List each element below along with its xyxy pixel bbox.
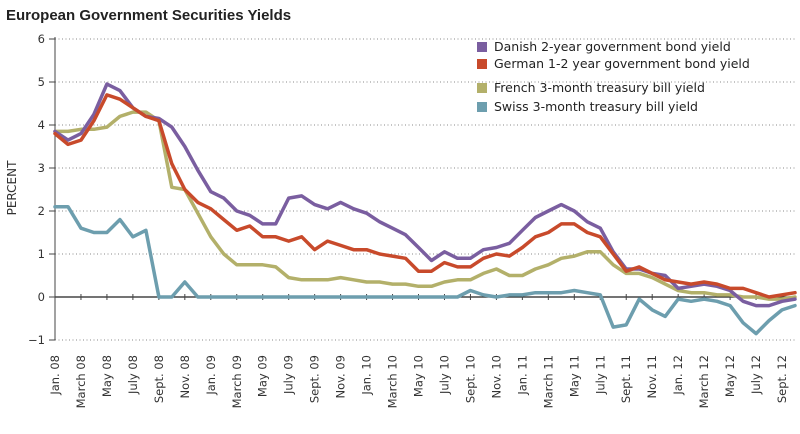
y-tick-label: 0 (38, 290, 45, 304)
x-tick-label: Jan. 09 (204, 355, 218, 396)
x-tick-label: July 11 (593, 355, 607, 395)
x-tick-label: May 09 (256, 355, 270, 397)
x-tick-label: May 10 (412, 355, 426, 397)
x-tick-label: Sept. 12 (775, 355, 789, 403)
y-axis-label: PERCENT (5, 160, 19, 215)
x-tick-label: July 09 (282, 355, 296, 395)
x-tick-label: March 08 (74, 355, 88, 408)
series-line-french (53, 110, 797, 301)
y-tick-label: 6 (38, 32, 45, 46)
y-tick-label: 3 (38, 161, 45, 175)
legend-swatch (477, 102, 487, 112)
series-line-swiss (53, 204, 797, 336)
x-tick-label: May 11 (567, 355, 581, 397)
x-tick-label: Sept. 08 (152, 355, 166, 403)
x-tick-label: Sept. 09 (308, 355, 322, 403)
y-tick-label: 5 (38, 75, 45, 89)
x-axis-ticks: Jan. 08 March 08 May 08 July 08 Sept. 08 Nov.… (48, 294, 789, 408)
x-tick-label: Jan. 11 (515, 355, 529, 396)
series-lines (53, 82, 797, 336)
legend-swatch (477, 83, 487, 93)
y-tick-label: −1 (28, 333, 45, 347)
x-tick-label: Jan. 12 (671, 355, 685, 396)
y-tick-label: 1 (38, 247, 45, 261)
legend-label: German 1-2 year government bond yield (494, 56, 750, 71)
x-tick-label: Sept. 10 (463, 355, 477, 403)
x-tick-label: July 10 (437, 355, 451, 395)
legend-swatch (477, 59, 487, 69)
x-tick-label: Jan. 10 (360, 355, 374, 396)
y-tick-label: 2 (38, 204, 45, 218)
x-tick-label: March 09 (230, 355, 244, 408)
chart-title: European Government Securities Yields (6, 7, 291, 24)
x-tick-label: Nov. 10 (489, 355, 503, 399)
x-tick-label: Nov. 11 (645, 355, 659, 399)
x-tick-label: July 08 (126, 355, 140, 395)
legend: Danish 2-year government bond yield Germa… (477, 39, 750, 114)
x-tick-label: Sept. 11 (619, 355, 633, 403)
legend-label: French 3-month treasury bill yield (494, 80, 705, 95)
x-tick-label: May 12 (723, 355, 737, 397)
y-axis-ticks: 6 5 4 3 2 1 0 −1 (28, 32, 56, 347)
x-tick-label: Nov. 08 (178, 355, 192, 399)
legend-label: Swiss 3-month treasury bill yield (494, 99, 698, 114)
legend-label: Danish 2-year government bond yield (494, 39, 731, 54)
x-tick-label: March 10 (386, 355, 400, 408)
x-tick-label: Nov. 09 (334, 355, 348, 399)
x-tick-label: March 12 (697, 355, 711, 408)
x-tick-label: Jan. 08 (48, 355, 62, 396)
y-tick-label: 4 (38, 118, 45, 132)
x-tick-label: July 12 (749, 355, 763, 395)
legend-swatch (477, 42, 487, 52)
x-tick-label: March 11 (541, 355, 555, 408)
series-line-german (53, 93, 797, 299)
x-tick-label: May 08 (100, 355, 114, 397)
